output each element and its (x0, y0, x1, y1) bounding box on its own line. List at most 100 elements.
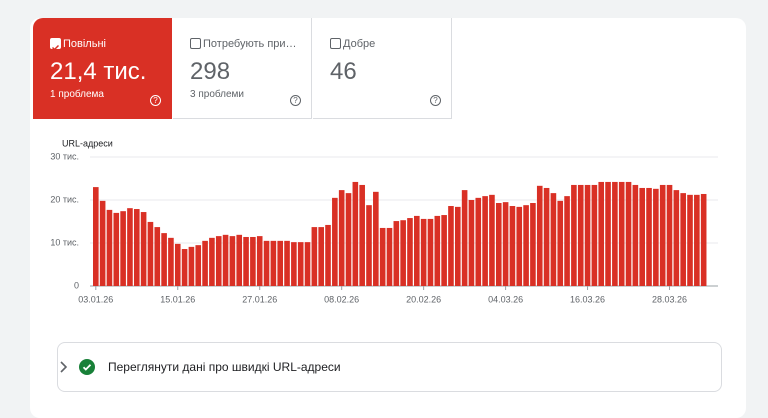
bar (297, 242, 304, 286)
bar (536, 185, 543, 286)
bar (427, 218, 434, 286)
link-button[interactable]: Переглянути дані про швидкі URL-адреси (57, 342, 722, 392)
x-tick-label: 20.02.26 (406, 294, 441, 304)
help-icon: ? (150, 95, 161, 106)
bar (209, 237, 215, 286)
checkbox (190, 38, 201, 49)
bar (311, 227, 318, 286)
bar (174, 243, 181, 286)
bar (441, 215, 447, 286)
bar (256, 236, 263, 286)
tab-value: 21,4 тис. (50, 58, 147, 85)
bar (168, 237, 174, 286)
bar (284, 240, 290, 286)
bar (420, 218, 427, 286)
bar (639, 187, 645, 286)
tab[interactable]: Добре 46? (313, 18, 452, 119)
tab-value: 298 (190, 58, 231, 85)
tab-value: 46 (330, 58, 357, 85)
bar (584, 184, 591, 286)
bar (434, 215, 441, 286)
y-tick-label: 30 тис. (50, 151, 79, 161)
bar (468, 200, 475, 286)
x-tick-label: 08.02.26 (324, 294, 359, 304)
help-icon: ? (290, 95, 301, 106)
bar (632, 184, 639, 286)
bar (550, 193, 557, 286)
bar (543, 187, 550, 286)
bar (359, 184, 365, 286)
tab[interactable]: Потребують при… 298 3 проблеми? (173, 18, 312, 119)
bar (454, 206, 461, 286)
bar (400, 220, 406, 286)
bar (113, 212, 120, 286)
bar (502, 202, 509, 286)
bar (229, 236, 236, 286)
bar (120, 211, 126, 286)
bar (373, 191, 379, 286)
bar (680, 193, 686, 286)
bar (277, 240, 284, 286)
bar (557, 200, 564, 286)
chevron (60, 361, 68, 373)
bar (263, 240, 270, 286)
x-tick-label: 27.01.26 (242, 294, 277, 304)
bar (325, 224, 331, 286)
bar (598, 181, 605, 286)
bar (414, 215, 420, 286)
checkbox (50, 38, 61, 51)
bar (133, 209, 140, 286)
bar (516, 206, 523, 286)
bar (99, 200, 106, 286)
x-tick-label: 28.03.26 (652, 294, 687, 304)
bar (147, 221, 154, 286)
bar (127, 208, 133, 286)
bar (673, 190, 680, 286)
link-text: Переглянути дані про швидкі URL-адреси (108, 360, 341, 374)
bar (345, 193, 352, 286)
bar (270, 240, 277, 286)
y-tick-label: 20 тис. (50, 194, 79, 204)
bar (612, 181, 618, 286)
bar (659, 184, 666, 286)
x-tick-label: 03.01.26 (78, 294, 113, 304)
bar (352, 181, 359, 286)
bar (222, 234, 229, 286)
bar (577, 184, 584, 286)
bar (687, 194, 693, 286)
bar (489, 194, 495, 286)
x-tick-label: 16.03.26 (570, 294, 605, 304)
bar (461, 190, 468, 286)
bar (181, 249, 188, 286)
bar (646, 187, 652, 286)
x-tick-label: 04.03.26 (488, 294, 523, 304)
checkbox (330, 38, 341, 49)
bar (666, 184, 673, 286)
bar (393, 221, 400, 286)
bar (250, 236, 256, 286)
bar (495, 203, 502, 286)
tab-label: Потребують при… (203, 38, 297, 50)
bar (93, 187, 99, 286)
bar (188, 246, 195, 286)
bar (482, 196, 488, 286)
bar (523, 205, 529, 286)
bar (195, 245, 202, 286)
tab-label: Повільні (63, 38, 106, 50)
bar (379, 227, 386, 286)
tab[interactable]: Повільні 21,4 тис. 1 проблема? (33, 18, 172, 119)
tab-subtitle: 1 проблема (50, 89, 104, 100)
bar (318, 227, 324, 286)
bar (140, 212, 147, 286)
bar (243, 236, 249, 286)
bar (332, 197, 338, 286)
help-icon: ? (430, 95, 441, 106)
bar (653, 188, 659, 286)
bar (338, 190, 345, 286)
x-tick-label: 15.01.26 (160, 294, 195, 304)
bar (215, 236, 222, 286)
bar (618, 181, 625, 286)
bar (694, 194, 700, 286)
